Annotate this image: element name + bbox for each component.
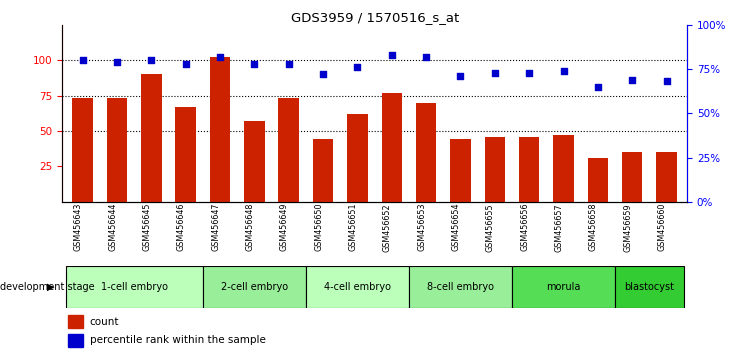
Text: ▶: ▶	[48, 282, 55, 292]
Text: GSM456648: GSM456648	[246, 203, 254, 251]
Bar	[210, 57, 230, 202]
Bar	[512, 266, 615, 308]
Text: 2-cell embryo: 2-cell embryo	[221, 282, 288, 292]
Text: 4-cell embryo: 4-cell embryo	[324, 282, 391, 292]
Text: GSM456646: GSM456646	[177, 203, 186, 251]
Point	[180, 61, 192, 67]
Text: development stage: development stage	[0, 282, 94, 292]
Bar	[622, 152, 643, 202]
Text: GSM456651: GSM456651	[349, 203, 357, 251]
Text: GDS3959 / 1570516_s_at: GDS3959 / 1570516_s_at	[290, 11, 459, 24]
Text: GSM456660: GSM456660	[658, 203, 667, 251]
Bar	[450, 139, 471, 202]
Bar	[306, 266, 409, 308]
Point	[317, 72, 329, 77]
Bar	[69, 315, 83, 328]
Point	[626, 77, 638, 82]
Text: GSM456643: GSM456643	[74, 203, 83, 251]
Text: GSM456652: GSM456652	[383, 203, 392, 252]
Point	[352, 64, 363, 70]
Text: GSM456650: GSM456650	[314, 203, 323, 251]
Text: GSM456654: GSM456654	[452, 203, 461, 251]
Text: 1-cell embryo: 1-cell embryo	[101, 282, 167, 292]
Point	[111, 59, 123, 65]
Bar	[588, 158, 608, 202]
Bar	[553, 135, 574, 202]
Bar	[175, 107, 196, 202]
Bar	[382, 93, 402, 202]
Bar	[313, 139, 333, 202]
Point	[523, 70, 535, 75]
Point	[145, 57, 157, 63]
Text: GSM456655: GSM456655	[486, 203, 495, 252]
Text: GSM456644: GSM456644	[108, 203, 117, 251]
Point	[558, 68, 569, 74]
Text: GSM456649: GSM456649	[280, 203, 289, 251]
Text: GSM456656: GSM456656	[520, 203, 529, 251]
Bar	[72, 98, 93, 202]
Bar	[416, 103, 436, 202]
Bar	[69, 334, 83, 347]
Text: GSM456658: GSM456658	[589, 203, 598, 251]
Point	[455, 73, 466, 79]
Bar	[141, 74, 162, 202]
Point	[420, 54, 432, 59]
Text: GSM456657: GSM456657	[555, 203, 564, 252]
Bar	[656, 152, 677, 202]
Bar	[66, 266, 203, 308]
Point	[592, 84, 604, 90]
Text: 8-cell embryo: 8-cell embryo	[427, 282, 494, 292]
Point	[77, 57, 88, 63]
Bar	[519, 137, 539, 202]
Bar	[244, 121, 265, 202]
Bar	[279, 98, 299, 202]
Text: GSM456653: GSM456653	[417, 203, 426, 251]
Text: morula: morula	[546, 282, 580, 292]
Point	[214, 54, 226, 59]
Bar	[203, 266, 306, 308]
Text: count: count	[90, 316, 119, 327]
Point	[386, 52, 398, 58]
Point	[283, 61, 295, 67]
Text: GSM456647: GSM456647	[211, 203, 220, 251]
Bar	[347, 114, 368, 202]
Point	[489, 70, 501, 75]
Bar	[409, 266, 512, 308]
Text: blastocyst: blastocyst	[624, 282, 675, 292]
Bar	[107, 98, 127, 202]
Bar	[485, 137, 505, 202]
Point	[249, 61, 260, 67]
Bar	[615, 266, 683, 308]
Text: percentile rank within the sample: percentile rank within the sample	[90, 335, 265, 346]
Text: GSM456645: GSM456645	[143, 203, 151, 251]
Text: GSM456659: GSM456659	[624, 203, 632, 252]
Point	[661, 79, 673, 84]
